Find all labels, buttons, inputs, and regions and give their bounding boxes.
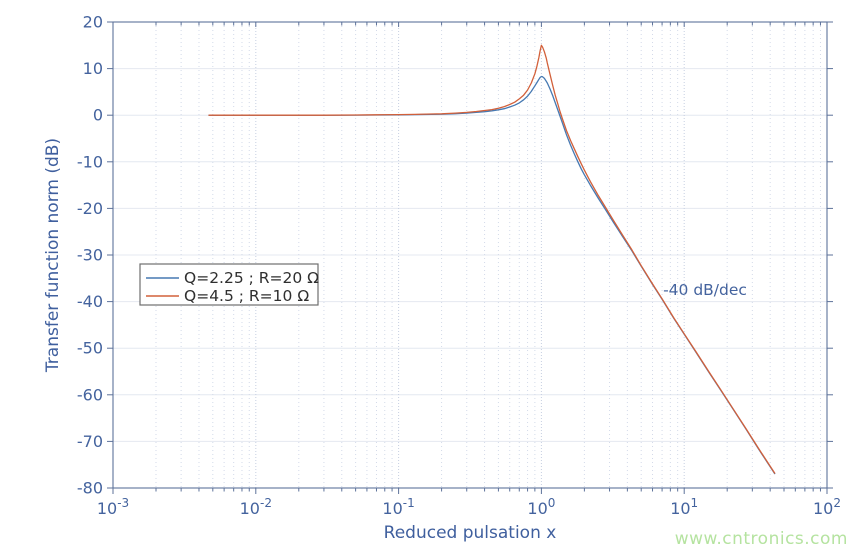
y-tick-label: -20 (77, 199, 103, 218)
y-tick-label: 10 (83, 59, 103, 78)
x-tick-label: 10-2 (240, 496, 272, 518)
y-tick-label: 0 (93, 106, 103, 125)
x-tick-label: 10-1 (382, 496, 414, 518)
legend-entry-label: Q=2.25 ; R=20 Ω (184, 269, 319, 287)
grid (113, 22, 827, 488)
y-tick-label: -50 (77, 339, 103, 358)
y-tick-label: -80 (77, 479, 103, 498)
series-lines (208, 44, 776, 475)
x-tick-label: 100 (527, 496, 555, 518)
y-tick-label: 20 (83, 13, 103, 32)
y-tick-label: -10 (77, 152, 103, 171)
x-axis-label: Reduced pulsation x (384, 523, 557, 543)
legend-entry-label: Q=4.5 ; R=10 Ω (184, 287, 309, 305)
y-tick-label: -40 (77, 292, 103, 311)
y-tick-label: -60 (77, 385, 103, 404)
x-tick-label: 10-3 (97, 496, 129, 518)
y-axis-label: Transfer function norm (dB) (43, 138, 63, 373)
slope-annotation: -40 dB/dec (663, 281, 747, 299)
x-tick-label: 102 (813, 496, 841, 518)
watermark: www.cntronics.com (674, 529, 848, 549)
axis-ticks (107, 21, 833, 494)
y-tick-label: -70 (77, 432, 103, 451)
legend-box (139, 263, 319, 306)
y-tick-label: -30 (77, 246, 103, 265)
x-tick-label: 101 (670, 496, 698, 518)
series-line-1 (208, 44, 776, 474)
legend: Q=2.25 ; R=20 Ω Q=4.5 ; R=10 Ω (139, 263, 319, 306)
